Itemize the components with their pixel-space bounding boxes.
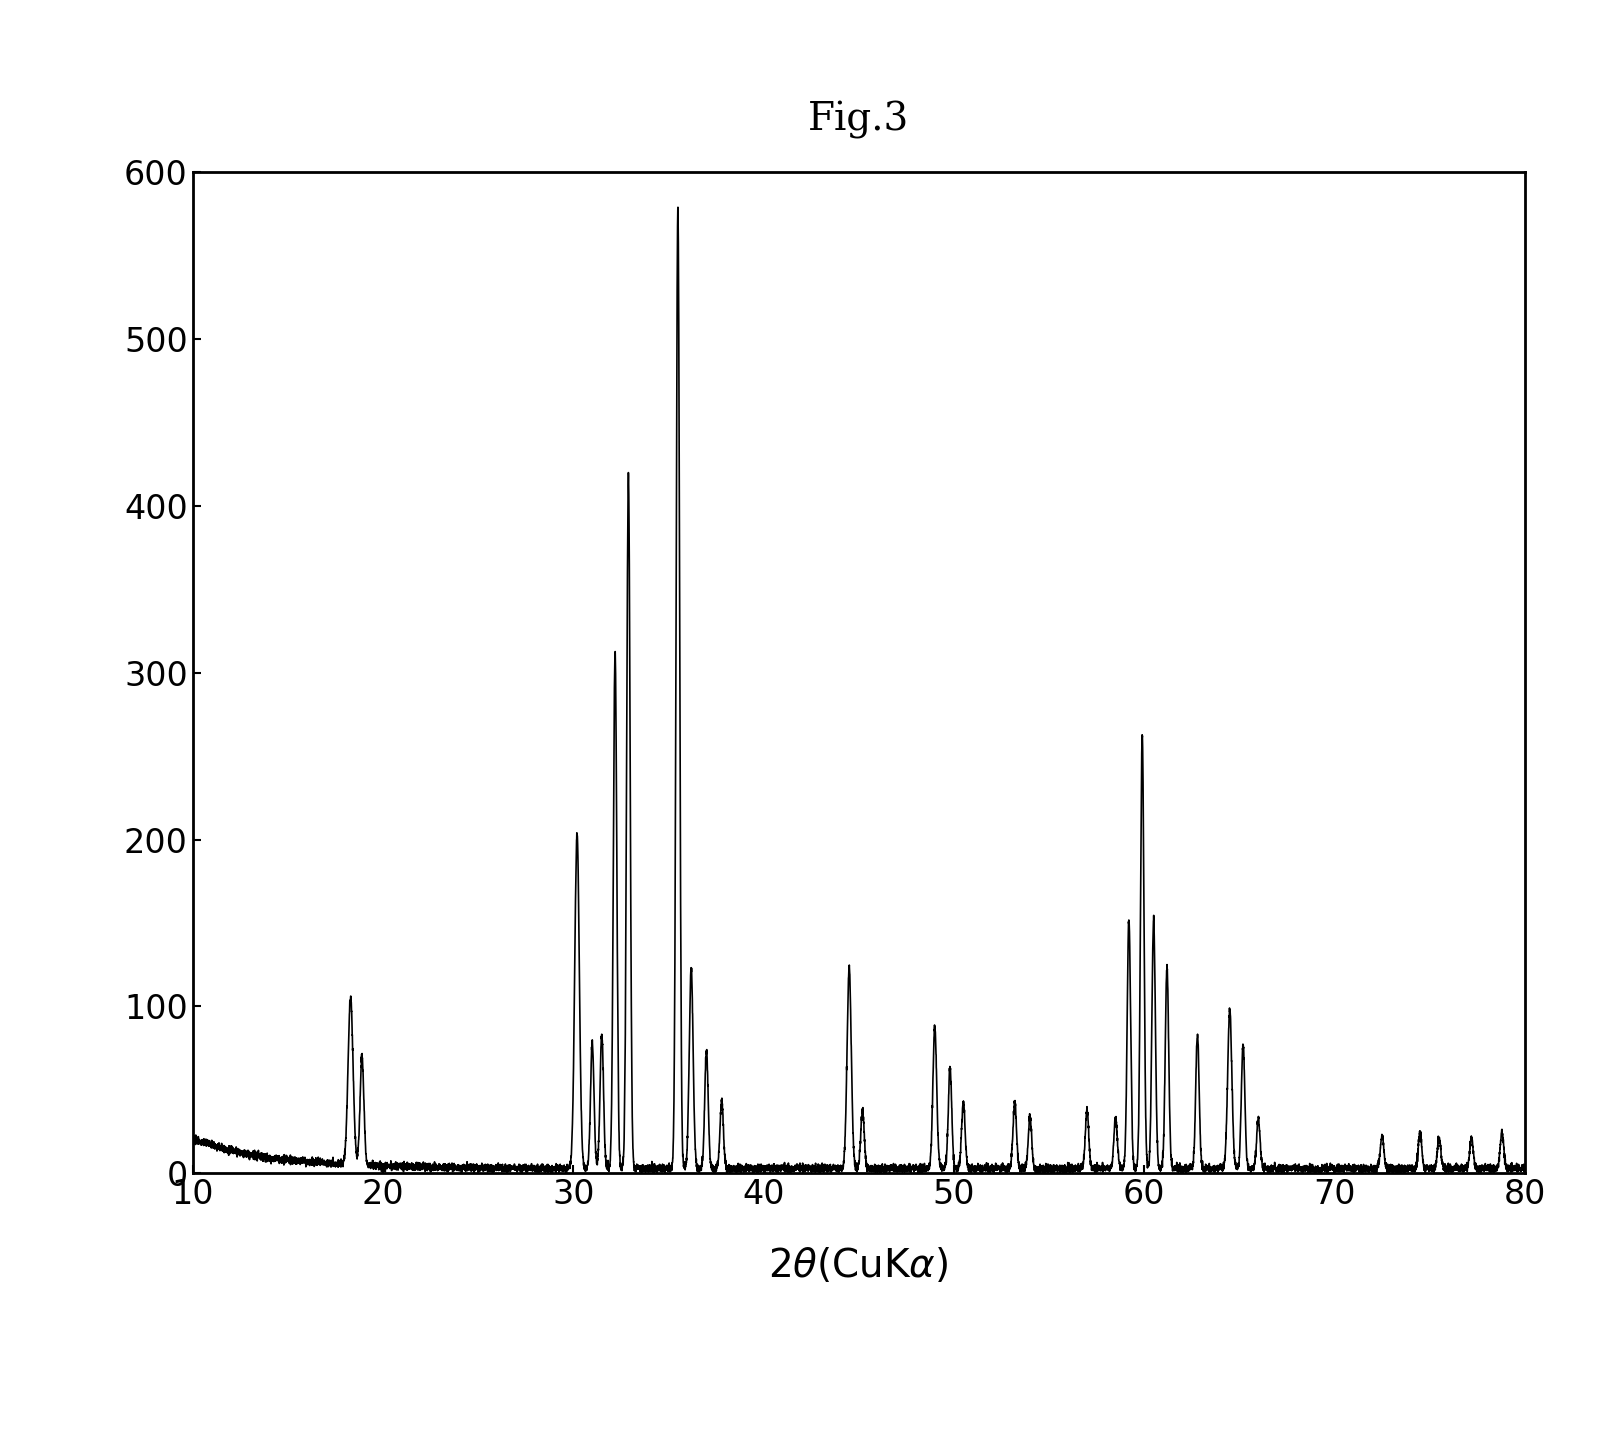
- X-axis label: $\mathregular{2}$$\mathit{\theta}$$\mathregular{        (CuK}$$\mathit{\alpha}$$: $\mathregular{2}$$\mathit{\theta}$$\math…: [769, 1246, 949, 1285]
- Title: Fig.3: Fig.3: [807, 100, 910, 139]
